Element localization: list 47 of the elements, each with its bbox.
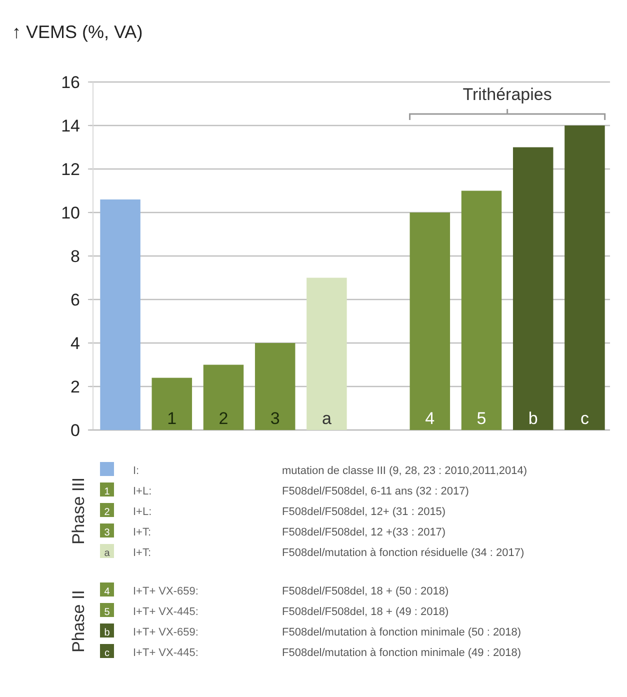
text: F508del/mutation à fonction minimale (50 : 2018): [282, 626, 522, 638]
text: F508del/F508del, 12+ (31 : 2015): [282, 506, 446, 518]
text: I+T+ VX-445:: [133, 606, 198, 618]
category-label: 1: [104, 486, 110, 498]
text: F508del/F508del, 18 + (49 : 2018): [282, 606, 449, 618]
x-tick-label: b: [528, 409, 538, 428]
category-label: 3: [104, 528, 110, 538]
x-tick-label: 5: [476, 409, 486, 428]
category-label: c: [104, 648, 110, 659]
x-tick-label: 1: [167, 409, 177, 428]
x-tick-label: 3: [270, 409, 280, 428]
y-tick-label: 8: [70, 246, 80, 266]
text: F508del/F508del, 18 + (50 : 2018): [282, 586, 449, 598]
y-tick-label: 2: [70, 377, 80, 396]
x-tick-label: 4: [425, 409, 435, 428]
text: Phase III: [69, 477, 88, 545]
text: F508del/mutation à fonction résiduelle (34 : 2017): [282, 547, 524, 559]
y-tick-label: 6: [70, 290, 80, 310]
category-label: a: [104, 548, 110, 559]
text: mutation de classe III (9, 28, 23 : 2010,2011,2014): [282, 465, 528, 477]
x-tick-label: c: [580, 409, 590, 428]
x-tick-label: a: [322, 409, 332, 428]
text: F508del/F508del, 12 +(33 : 2017): [282, 526, 446, 538]
y-tick-label: 10: [61, 203, 80, 222]
annotation: Trithérapies: [462, 85, 552, 104]
category-label: 2: [104, 507, 110, 518]
chart-title: ↑ VEMS (%, VA): [12, 22, 143, 42]
y-tick-label: 16: [61, 72, 80, 92]
y-tick-label: 12: [61, 160, 80, 179]
text: I+T:: [133, 547, 152, 559]
text: F508del/F508del, 6-11 ans (32 : 2017): [282, 486, 469, 498]
y-tick-label: 14: [61, 116, 80, 136]
text: I:: [133, 465, 140, 477]
category-label: b: [104, 628, 110, 638]
text: I+T+ VX-659:: [133, 586, 198, 598]
category-label: 4: [104, 586, 110, 598]
text: I+T+ VX-659:: [133, 626, 198, 638]
text: F508del/mutation à fonction minimale (49 : 2018): [282, 647, 522, 659]
text: I+T+ VX-445:: [133, 647, 198, 659]
y-tick-label: 0: [70, 420, 80, 440]
text: I+T:: [133, 526, 152, 538]
text: I+L:: [133, 486, 152, 498]
category-label: 5: [104, 607, 110, 618]
y-tick-label: 4: [70, 334, 80, 353]
text: I+L:: [133, 506, 152, 518]
text: Phase II: [69, 590, 88, 652]
x-tick-label: 2: [218, 409, 228, 428]
